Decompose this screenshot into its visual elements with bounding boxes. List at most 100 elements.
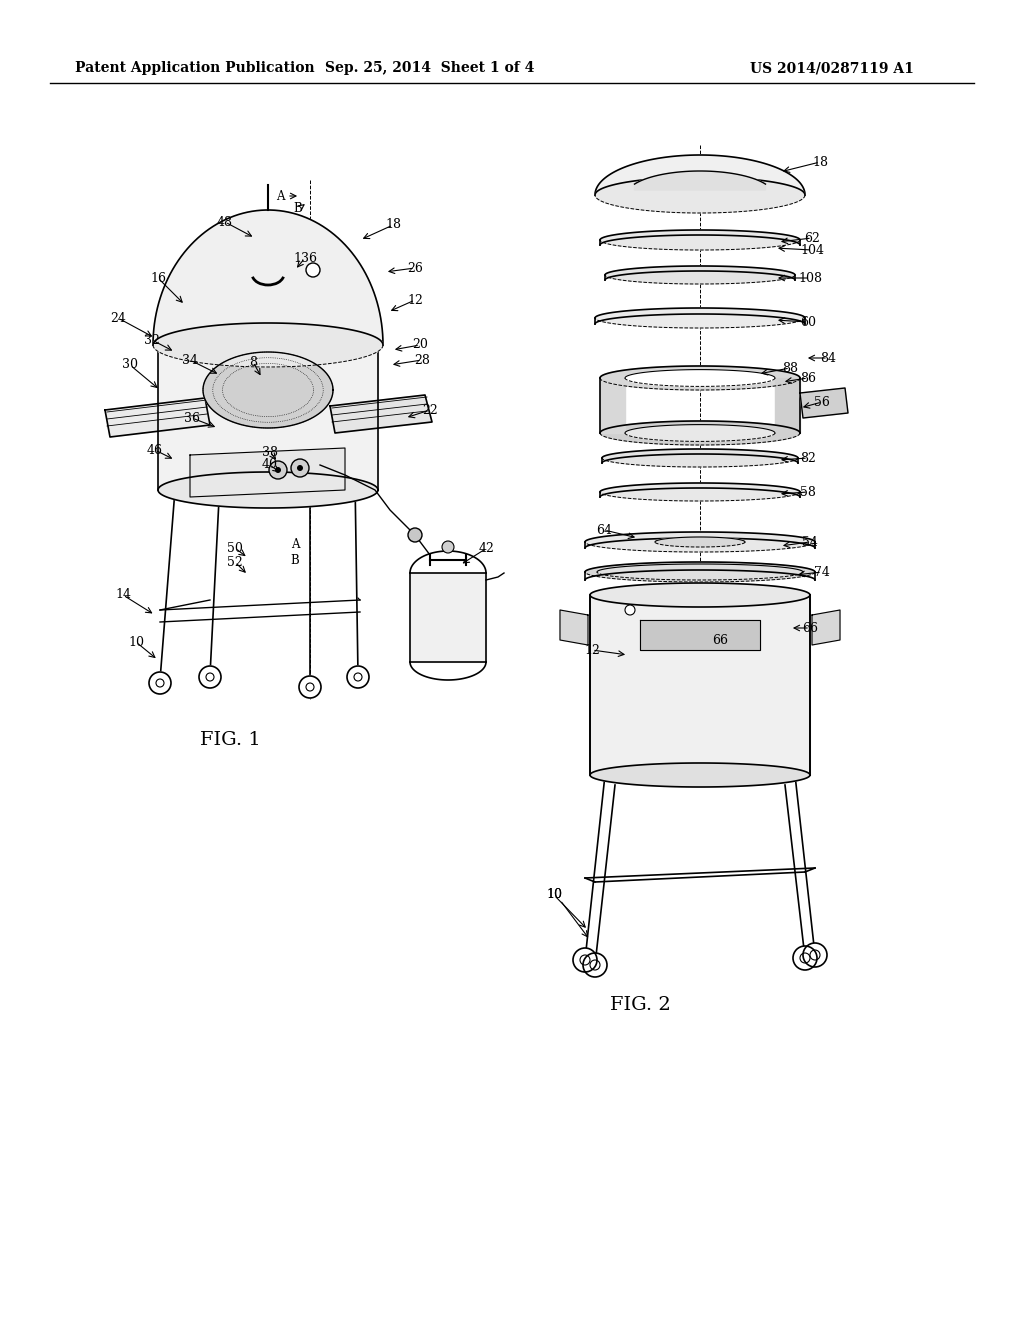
Circle shape — [150, 672, 171, 694]
Text: 40: 40 — [262, 458, 278, 471]
Text: 62: 62 — [804, 231, 820, 244]
Text: 22: 22 — [422, 404, 438, 417]
Circle shape — [275, 467, 281, 473]
Text: B: B — [294, 202, 302, 214]
Text: 56: 56 — [814, 396, 829, 408]
Polygon shape — [625, 425, 775, 441]
Text: 54: 54 — [802, 536, 818, 549]
Text: 82: 82 — [800, 451, 816, 465]
Text: 88: 88 — [782, 362, 798, 375]
Text: 136: 136 — [293, 252, 317, 264]
Text: 12: 12 — [408, 293, 423, 306]
Polygon shape — [158, 325, 378, 366]
Polygon shape — [585, 562, 815, 582]
Text: 18: 18 — [385, 219, 401, 231]
Text: 104: 104 — [800, 243, 824, 256]
Polygon shape — [595, 154, 805, 195]
Text: Sep. 25, 2014  Sheet 1 of 4: Sep. 25, 2014 Sheet 1 of 4 — [326, 61, 535, 75]
Polygon shape — [800, 388, 848, 418]
Text: A: A — [291, 539, 299, 552]
Polygon shape — [590, 583, 810, 607]
Polygon shape — [640, 620, 760, 649]
Polygon shape — [595, 308, 805, 327]
Circle shape — [442, 541, 454, 553]
Polygon shape — [410, 573, 486, 663]
Text: US 2014/0287119 A1: US 2014/0287119 A1 — [750, 61, 913, 75]
Circle shape — [573, 948, 597, 972]
Text: 26: 26 — [408, 261, 423, 275]
Text: 84: 84 — [820, 351, 836, 364]
Circle shape — [347, 667, 369, 688]
Circle shape — [803, 942, 827, 968]
Text: 14: 14 — [115, 589, 131, 602]
Text: 10: 10 — [128, 635, 144, 648]
Text: Patent Application Publication: Patent Application Publication — [75, 61, 314, 75]
Text: 58: 58 — [800, 486, 816, 499]
Circle shape — [269, 461, 287, 479]
Polygon shape — [585, 532, 815, 552]
Polygon shape — [590, 763, 810, 787]
Circle shape — [299, 676, 321, 698]
Circle shape — [199, 667, 221, 688]
Text: 34: 34 — [182, 354, 198, 367]
Text: 64: 64 — [596, 524, 612, 536]
Polygon shape — [560, 610, 588, 645]
Polygon shape — [812, 610, 840, 645]
Polygon shape — [203, 352, 333, 428]
Text: 74: 74 — [814, 565, 829, 578]
Polygon shape — [625, 370, 775, 387]
Polygon shape — [600, 366, 800, 389]
Text: 12: 12 — [584, 644, 600, 656]
Text: 48: 48 — [217, 215, 233, 228]
Polygon shape — [775, 378, 800, 433]
Circle shape — [408, 528, 422, 543]
Circle shape — [291, 459, 309, 477]
Text: B: B — [291, 553, 299, 566]
Text: 50: 50 — [227, 541, 243, 554]
Text: FIG. 2: FIG. 2 — [609, 997, 671, 1014]
Text: 16: 16 — [150, 272, 166, 285]
Text: 24: 24 — [110, 312, 126, 325]
Polygon shape — [600, 483, 800, 502]
Polygon shape — [105, 399, 210, 437]
Text: 60: 60 — [800, 315, 816, 329]
Polygon shape — [153, 210, 383, 345]
Text: 66: 66 — [802, 622, 818, 635]
Polygon shape — [655, 537, 745, 546]
Text: 42: 42 — [479, 541, 495, 554]
Polygon shape — [600, 378, 625, 433]
Polygon shape — [600, 230, 800, 249]
Text: 38: 38 — [262, 446, 278, 458]
Text: 108: 108 — [798, 272, 822, 285]
Polygon shape — [602, 449, 798, 467]
Circle shape — [625, 605, 635, 615]
Text: 10: 10 — [546, 888, 562, 902]
Polygon shape — [153, 323, 383, 367]
Polygon shape — [595, 177, 805, 213]
Polygon shape — [158, 473, 378, 508]
Circle shape — [793, 946, 817, 970]
Text: 32: 32 — [144, 334, 160, 346]
Text: 30: 30 — [122, 359, 138, 371]
Text: 20: 20 — [412, 338, 428, 351]
Circle shape — [306, 263, 319, 277]
Text: FIG. 1: FIG. 1 — [200, 731, 260, 748]
Text: 8: 8 — [249, 355, 257, 368]
Polygon shape — [605, 267, 795, 284]
Text: 66: 66 — [712, 634, 728, 647]
Text: 28: 28 — [414, 354, 430, 367]
Text: 10: 10 — [546, 888, 562, 902]
Text: 36: 36 — [184, 412, 200, 425]
Polygon shape — [600, 421, 800, 445]
Polygon shape — [590, 595, 810, 775]
Circle shape — [583, 953, 607, 977]
Text: 18: 18 — [812, 156, 828, 169]
Polygon shape — [190, 447, 345, 498]
Polygon shape — [597, 564, 803, 579]
Polygon shape — [158, 345, 378, 490]
Polygon shape — [330, 395, 432, 433]
Polygon shape — [635, 172, 766, 190]
Text: A: A — [275, 190, 285, 202]
Text: 86: 86 — [800, 371, 816, 384]
Text: 46: 46 — [147, 444, 163, 457]
